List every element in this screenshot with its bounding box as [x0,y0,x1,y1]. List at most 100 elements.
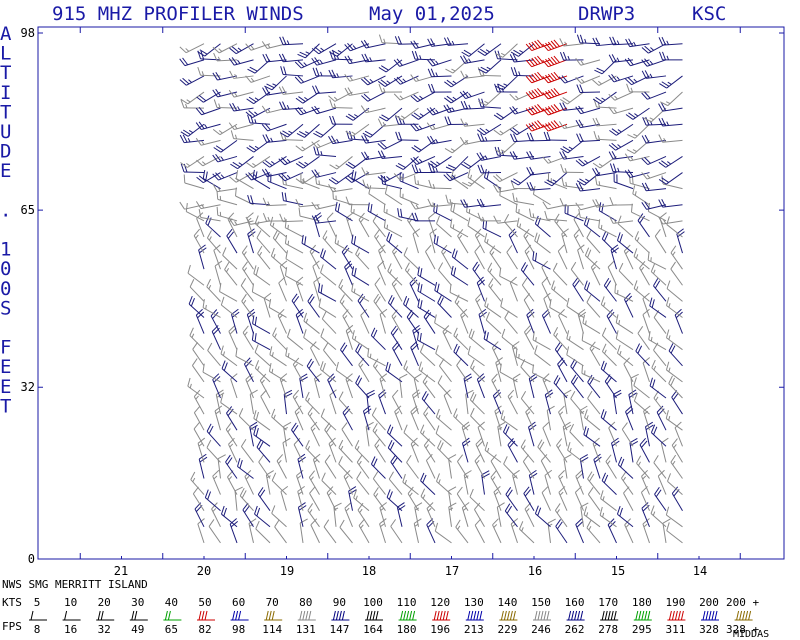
wind-barb-feather [229,176,237,183]
wind-barb-staff [435,353,452,367]
wind-barb-feather [212,72,218,81]
wind-barb [608,215,634,224]
wind-barb [461,156,485,170]
wind-barb [210,309,221,334]
wind-barb-staff [307,413,320,431]
wind-barb-feather [644,70,650,79]
wind-barb [245,43,271,51]
wind-barb [586,230,601,254]
wind-barb-half-feather [201,161,206,165]
wind-barb-staff [184,204,205,210]
wind-barb-feather [477,279,485,286]
wind-barb [637,213,650,238]
wind-barb-feather [434,281,438,291]
wind-barb-feather [474,518,482,526]
wind-barb-feather [298,161,306,167]
wind-barb [532,364,551,383]
wind-barb-staff [352,107,370,121]
wind-barb-staff [453,351,469,367]
wind-barb-feather [524,489,532,497]
wind-barb-feather [586,230,592,239]
wind-barb-half-feather [649,60,654,65]
wind-barb-feather [414,175,417,185]
wind-barb-staff [671,445,683,463]
wind-barb-staff [312,459,320,479]
wind-barb [377,118,403,127]
legend-swatch [533,610,551,621]
wind-barb-feather [612,163,617,172]
wind-barb-feather [575,106,582,114]
wind-barb-feather [550,121,558,129]
wind-barb [322,230,337,254]
wind-barb-feather [480,164,485,174]
wind-barb-feather [254,215,259,224]
wind-barb-feather [294,76,302,84]
wind-barb-staff [607,266,617,286]
wind-barb [368,185,386,206]
wind-barb-staff [234,490,238,511]
wind-barb-staff [235,43,254,55]
wind-barb-half-feather [309,412,313,417]
wind-barb-feather [394,405,402,412]
wind-barb-feather [603,474,609,483]
wind-barb [410,437,419,463]
wind-barb [222,247,238,270]
wind-barb-feather [355,343,360,352]
wind-barb [461,502,470,527]
wind-barb [326,486,337,511]
wind-barb-feather [346,212,354,219]
wind-barb-staff [573,219,584,238]
wind-barb [665,297,683,318]
wind-barb-feather [599,506,603,516]
wind-barb [658,172,683,185]
wind-barb-feather [198,244,206,251]
wind-barb-half-feather [351,131,356,135]
wind-barb-staff [271,255,287,270]
wind-barb-feather [387,363,391,373]
wind-barb-half-feather [450,148,455,152]
wind-barb-feather [463,49,472,55]
wind-barb-staff [558,492,568,511]
wind-barb-feather [542,124,549,132]
wind-barb [570,391,584,415]
wind-barb [483,169,502,190]
wind-barb [512,373,521,399]
wind-barb-feather [595,37,601,46]
wind-barb-half-feather [287,352,290,358]
wind-barb-feather [525,327,532,336]
wind-barb-staff [352,338,370,351]
wind-barb-staff [632,193,650,206]
wind-barb [282,437,291,463]
wind-barb-feather [512,127,520,134]
wind-barb-feather [411,50,416,60]
wind-barb [476,198,502,208]
wind-barb-half-feather [476,459,480,464]
wind-barb-feather [228,437,235,445]
wind-barb-staff [248,523,254,544]
wind-barb-feather [262,212,267,222]
wind-barb-staff [485,91,502,106]
wind-barb-half-feather [653,365,657,371]
wind-barb-staff [632,107,650,120]
wind-barb-feather [394,114,403,121]
wind-barb-feather [358,518,365,526]
wind-barb [575,75,601,84]
wind-barb-feather [400,208,403,218]
wind-barb [670,454,683,479]
wind-barb-staff [512,378,518,399]
wind-barb-staff [596,106,617,109]
wind-barb-feather [607,518,615,526]
wind-barb [477,421,485,447]
wind-barb [544,469,553,495]
wind-barb-feather [303,312,308,322]
wind-barb-staff [287,123,304,138]
wind-barb [278,155,304,166]
wind-barb-feather [370,456,376,465]
wind-barb [456,358,469,383]
wind-barb-half-feather [486,66,491,70]
wind-barb-feather [229,518,237,525]
legend-kts-label: KTS [2,596,22,609]
wind-barb-feather [309,296,315,304]
wind-barb-feather [265,86,271,95]
wind-barb-feather [410,124,417,132]
